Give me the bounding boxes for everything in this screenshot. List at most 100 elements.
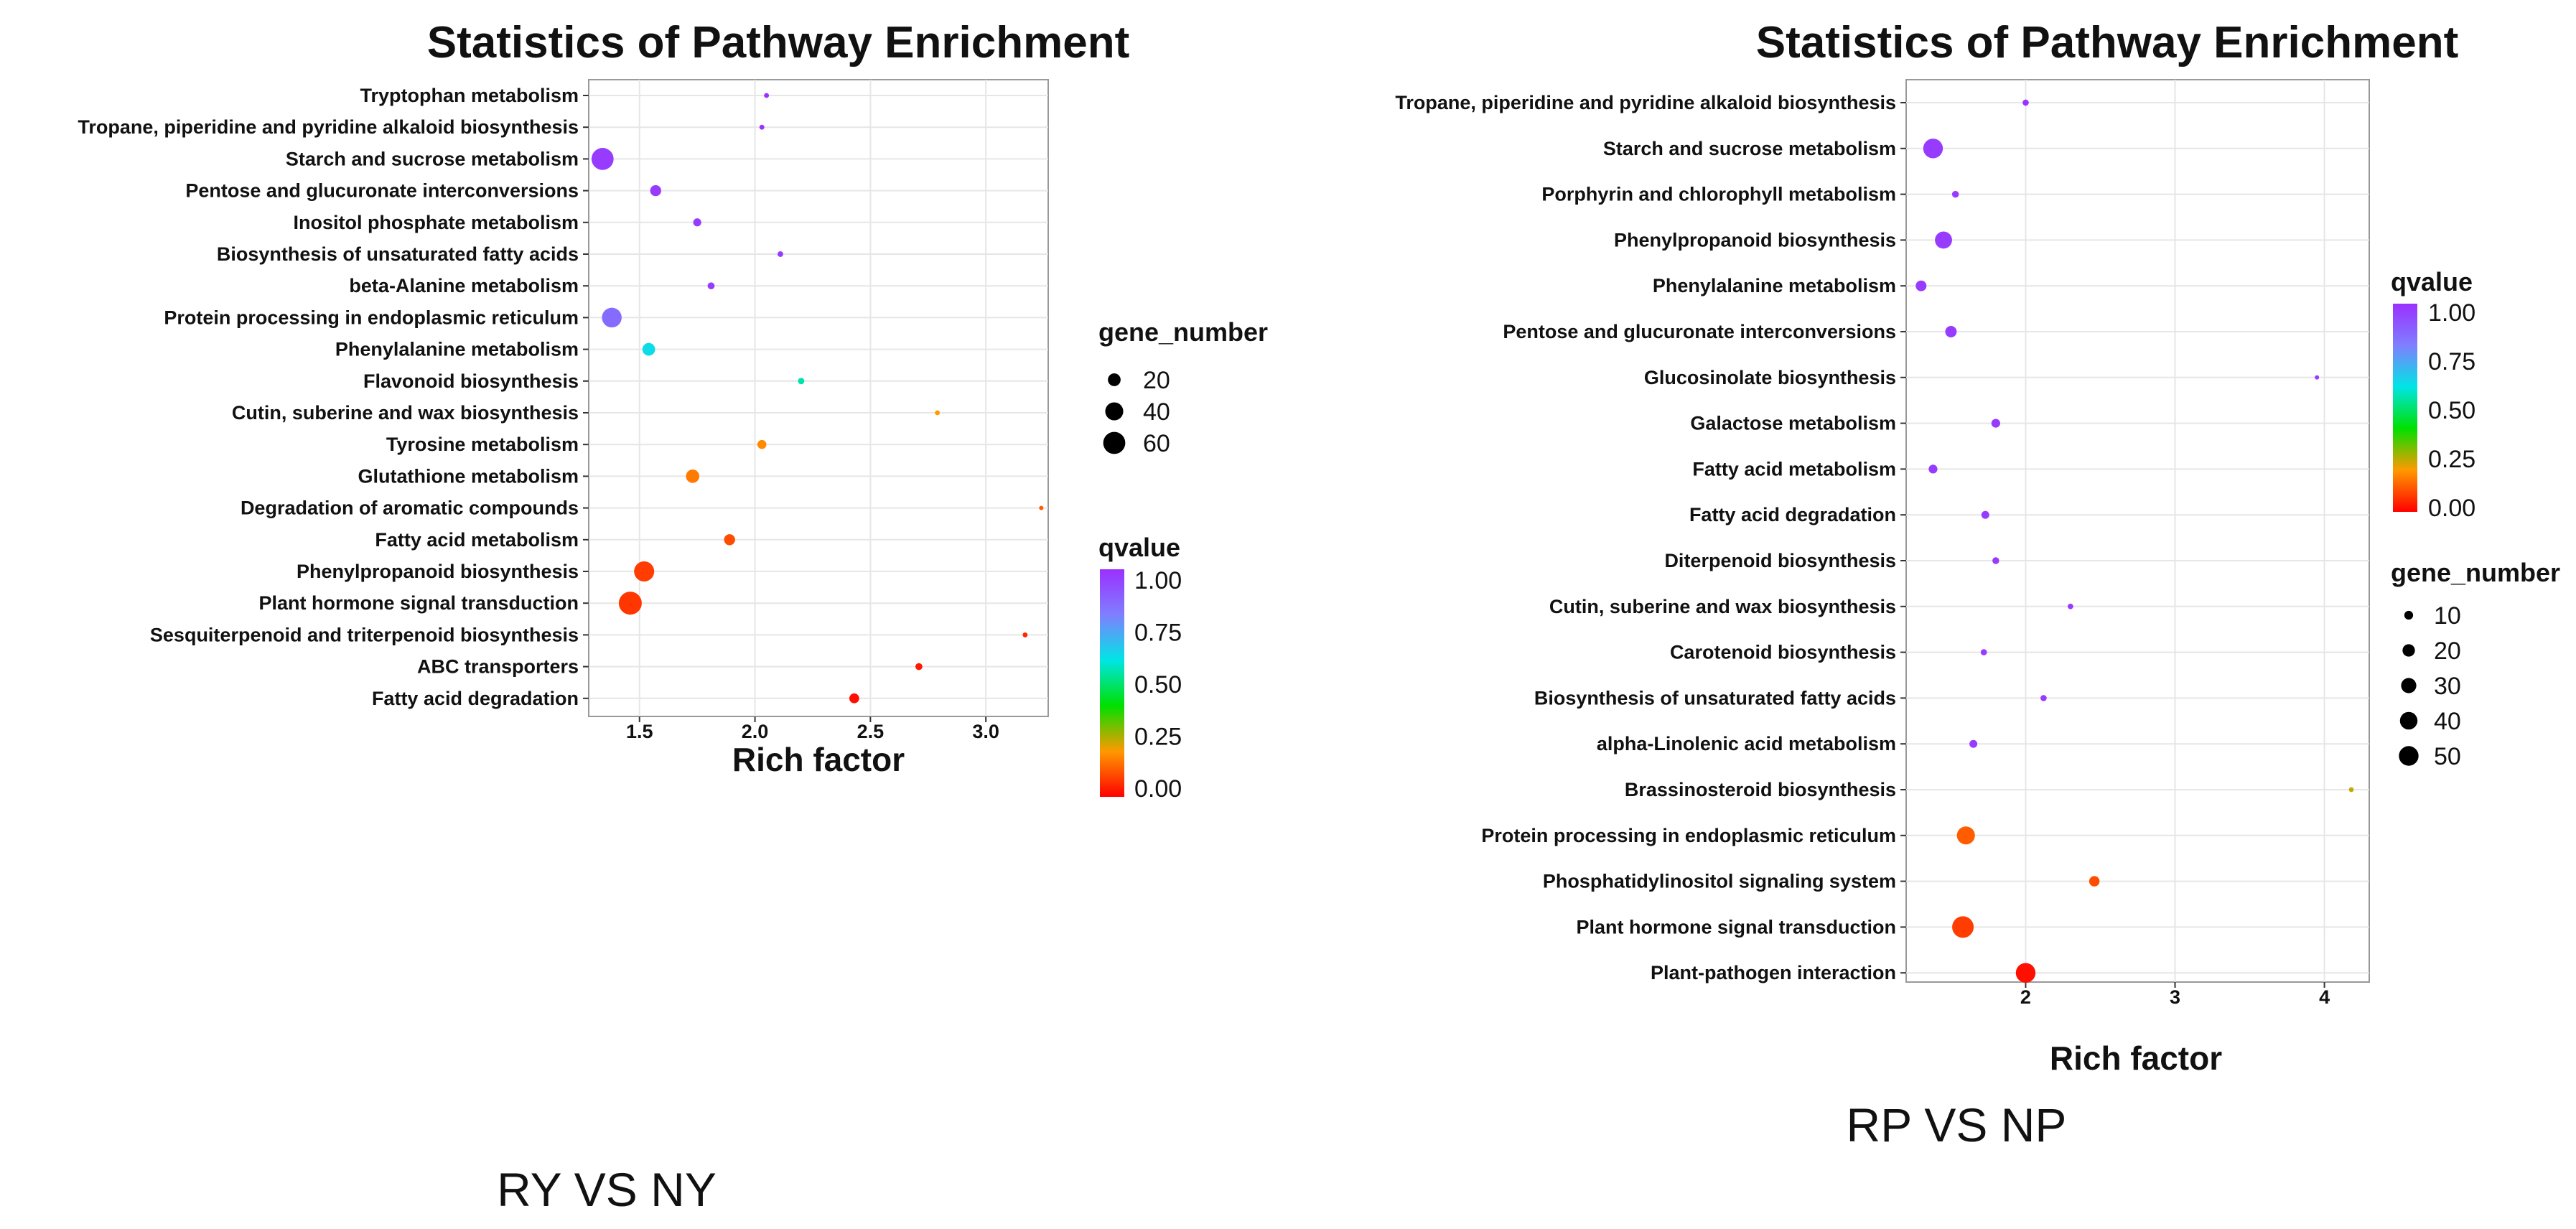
data-point: [798, 378, 805, 385]
chart-title: Statistics of Pathway Enrichment: [1756, 18, 2458, 67]
data-point: [764, 93, 770, 98]
data-point: [2315, 375, 2320, 380]
size-legend: gene_number 20 40 60: [1098, 317, 1268, 457]
data-point: [634, 561, 655, 582]
size-legend-dot: [2399, 746, 2419, 766]
size-legend-label: 40: [1143, 398, 1170, 426]
size-legend-dot: [1103, 431, 1126, 454]
color-legend-label: 0.25: [1134, 724, 1182, 751]
data-point: [935, 410, 941, 416]
data-point: [724, 534, 735, 546]
data-point: [602, 307, 622, 328]
pathway-label: Galactose metabolism: [1690, 413, 1896, 434]
pathway-label: Starch and sucrose metabolism: [1603, 138, 1896, 159]
data-point: [1039, 505, 1044, 510]
data-point: [2067, 603, 2073, 609]
size-legend-dot: [1108, 373, 1121, 386]
pathway-label: Plant-pathogen interaction: [1651, 962, 1896, 983]
x-tick-label: 3: [2170, 986, 2180, 1008]
color-legend-label: 0.00: [1134, 775, 1182, 803]
pathway-label: Phosphatidylinositol signaling system: [1543, 871, 1896, 892]
data-point: [1956, 826, 1975, 845]
x-tick-label: 2.0: [742, 721, 769, 742]
pathway-label: Brassinosteroid biosynthesis: [1625, 779, 1896, 800]
data-point: [1992, 557, 1999, 564]
pathway-label: Plant hormone signal transduction: [1576, 916, 1896, 938]
color-legend-label: 0.75: [1134, 620, 1182, 647]
pathway-label: Biosynthesis of unsaturated fatty acids: [1534, 687, 1896, 709]
size-legend-dot: [1105, 402, 1124, 421]
data-point: [707, 282, 715, 290]
size-legend-label: 30: [2434, 673, 2461, 700]
color-legend-label: 0.00: [2428, 495, 2475, 522]
pathway-label: Biosynthesis of unsaturated fatty acids: [217, 243, 579, 265]
pathway-label: Plant hormone signal transduction: [258, 592, 579, 614]
color-legend-title: qvalue: [2391, 267, 2473, 296]
data-point: [915, 663, 923, 670]
data-point: [1951, 190, 1959, 198]
data-point: [2348, 787, 2354, 793]
pathway-labels: Tryptophan metabolism Tropane, piperidine…: [78, 85, 589, 709]
pathway-label: Cutin, suberine and wax biosynthesis: [232, 402, 579, 424]
pathway-labels: Tropane, piperidine and pyridine alkaloi…: [1395, 92, 1906, 983]
x-tick-label: 1.5: [626, 721, 653, 742]
pathway-label: Phenylalanine metabolism: [335, 339, 579, 360]
pathway-label: Degradation of aromatic compounds: [241, 497, 579, 519]
x-tick-label: 4: [2319, 986, 2330, 1008]
pathway-label: Glutathione metabolism: [358, 465, 579, 487]
data-point: [2015, 963, 2036, 983]
data-point: [1980, 649, 1987, 655]
pathway-label: Tropane, piperidine and pyridine alkaloi…: [1395, 92, 1896, 113]
chart-title: Statistics of Pathway Enrichment: [427, 18, 1129, 67]
pathway-label: Fatty acid degradation: [1689, 504, 1896, 525]
pathway-label: Porphyrin and chlorophyll metabolism: [1541, 184, 1896, 205]
size-legend-dot: [2399, 711, 2418, 730]
data-point: [1022, 632, 1028, 637]
size-legend-dot: [2402, 644, 2415, 657]
color-legend-title: qvalue: [1098, 533, 1180, 562]
data-point: [1923, 139, 1943, 159]
color-legend-label: 0.75: [2428, 348, 2475, 375]
pathway-label: Cutin, suberine and wax biosynthesis: [1549, 596, 1896, 617]
size-legend-title: gene_number: [1098, 317, 1268, 347]
pathway-label: Fatty acid metabolism: [1692, 458, 1896, 480]
data-point: [1969, 739, 1978, 748]
color-legend-label: 1.00: [2428, 299, 2475, 327]
data-point: [2040, 695, 2047, 701]
data-point: [1952, 916, 1974, 938]
data-point: [849, 693, 859, 704]
data-point: [1991, 419, 2000, 428]
pathway-label: Phenylalanine metabolism: [1653, 275, 1896, 296]
pathway-label: beta-Alanine metabolism: [349, 275, 579, 296]
pathway-label: Flavonoid biosynthesis: [363, 370, 579, 392]
panel-caption: RP VS NP: [1847, 1098, 2067, 1151]
x-tick-label: 2: [2020, 986, 2031, 1008]
data-point: [618, 592, 642, 615]
panel-caption: RY VS NY: [497, 1163, 717, 1216]
gridlines: [589, 80, 1048, 716]
color-legend-bar: [1100, 569, 1124, 797]
data-point: [1935, 231, 1952, 249]
size-legend-label: 20: [2434, 637, 2461, 665]
x-axis-label: Rich factor: [732, 741, 905, 778]
pathway-label: Sesquiterpenoid and triterpenoid biosynt…: [150, 624, 579, 645]
data-point: [777, 251, 783, 257]
data-point: [650, 184, 661, 197]
pathway-label: Phenylpropanoid biosynthesis: [1614, 229, 1896, 251]
data-point: [1981, 510, 1989, 519]
data-points: [1915, 99, 2354, 983]
data-point: [2089, 876, 2100, 887]
x-axis-label: Rich factor: [2050, 1039, 2222, 1077]
pathway-label: Fatty acid degradation: [372, 688, 579, 709]
color-legend: qvalue 1.00 0.75 0.50 0.25 0.00: [2391, 267, 2475, 522]
x-axis-ticks: 2 3 4: [2020, 982, 2330, 1008]
color-legend-label: 0.50: [2428, 397, 2475, 424]
size-legend-dot: [2404, 610, 2414, 620]
pathway-label: Tryptophan metabolism: [360, 85, 579, 106]
data-point: [1928, 464, 1938, 474]
pathway-label: Protein processing in endoplasmic reticu…: [164, 307, 579, 328]
data-point: [642, 342, 655, 356]
color-legend-label: 1.00: [1134, 567, 1182, 594]
panel-rp-vs-np: Statistics of Pathway Enrichment Tropane…: [1395, 18, 2560, 1151]
